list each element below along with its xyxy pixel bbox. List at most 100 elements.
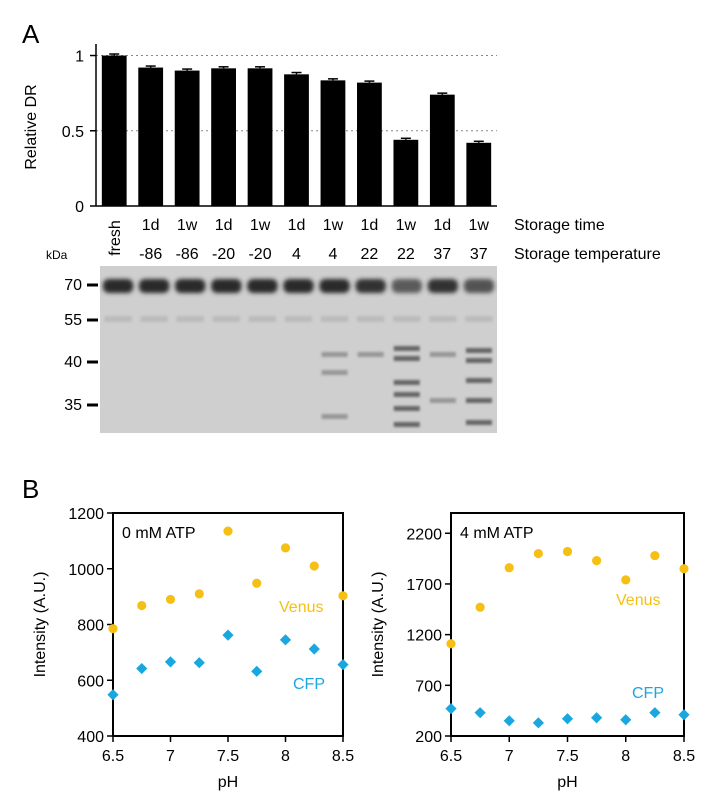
y-axis-title: Intensity (A.U.) bbox=[370, 572, 387, 678]
gel-band-main bbox=[463, 279, 495, 293]
atp-annotation: 0 mM ATP bbox=[122, 525, 196, 542]
gel-band-degradation bbox=[357, 352, 384, 357]
series-label-venus: Venus bbox=[616, 592, 660, 609]
marker-label: 70 bbox=[64, 277, 82, 294]
gel-band-faint bbox=[320, 316, 349, 322]
x-axis-title: pH bbox=[218, 774, 238, 791]
gel-band-degradation bbox=[393, 392, 420, 397]
plot-frame bbox=[112, 512, 344, 737]
point-cfp bbox=[591, 712, 603, 724]
kda-label: kDa bbox=[46, 248, 68, 262]
panel-a-label: A bbox=[22, 19, 40, 49]
bar bbox=[174, 70, 200, 206]
storage-time-label: 1d bbox=[288, 217, 306, 234]
gel-image: 70 55 40 35 kDa bbox=[46, 248, 497, 433]
bar bbox=[320, 80, 346, 206]
point-cfp bbox=[251, 665, 263, 677]
storage-time-label: 1d bbox=[142, 217, 160, 234]
point-venus bbox=[108, 624, 118, 634]
x-axis-title: pH bbox=[557, 774, 577, 791]
gel-band-degradation bbox=[465, 358, 492, 363]
x-tick-label: 8 bbox=[281, 748, 290, 765]
x-tick-label: 6.5 bbox=[440, 748, 462, 765]
x-tick-label: 8.5 bbox=[673, 748, 695, 765]
point-venus bbox=[504, 563, 514, 573]
gel-band-degradation bbox=[321, 352, 348, 357]
point-venus bbox=[194, 589, 204, 599]
gel-band-faint bbox=[465, 316, 493, 322]
gel-band-degradation bbox=[429, 352, 456, 357]
row-label-storage-time: Storage time bbox=[514, 217, 605, 234]
gel-band-faint bbox=[248, 316, 277, 322]
bar bbox=[466, 142, 492, 206]
gel-band-faint bbox=[212, 316, 241, 322]
storage-temperature-label: 37 bbox=[433, 246, 451, 263]
gel-band-main bbox=[319, 279, 350, 293]
gel-band-degradation bbox=[321, 370, 348, 375]
gel-band-faint bbox=[356, 316, 385, 322]
storage-temperature-label: 22 bbox=[397, 246, 415, 263]
y-tick-label: 1200 bbox=[406, 628, 442, 645]
gel-band-faint bbox=[429, 316, 457, 322]
y-tick-label: 400 bbox=[77, 729, 104, 746]
bar bbox=[211, 68, 236, 206]
point-venus bbox=[137, 600, 147, 611]
storage-temperature-label: 37 bbox=[470, 246, 488, 263]
point-cfp bbox=[279, 634, 292, 646]
storage-time-label: 1d bbox=[433, 217, 451, 234]
point-cfp bbox=[474, 707, 486, 719]
gel-band-main bbox=[175, 279, 206, 293]
gel-band-main bbox=[102, 279, 134, 293]
panel-b-label: B bbox=[22, 474, 39, 504]
point-venus bbox=[280, 543, 291, 553]
y-tick-label: 0.5 bbox=[62, 124, 84, 141]
point-venus bbox=[562, 546, 573, 557]
y-tick-label: 200 bbox=[415, 729, 442, 746]
marker-label: 55 bbox=[64, 312, 82, 329]
y-tick-label: 700 bbox=[415, 678, 442, 695]
gel-band-degradation bbox=[393, 422, 420, 427]
gel-band-degradation bbox=[465, 398, 492, 403]
y-tick-label: 1700 bbox=[406, 577, 442, 594]
storage-temperature-label: -20 bbox=[212, 246, 235, 263]
y-axis-title: Relative DR bbox=[23, 84, 40, 169]
gel-band-faint bbox=[104, 316, 132, 322]
gel-band-main bbox=[355, 279, 386, 293]
storage-time-label: 1w bbox=[323, 217, 344, 234]
point-cfp bbox=[445, 703, 457, 715]
bar bbox=[284, 74, 309, 206]
gel-band-faint bbox=[176, 316, 204, 322]
storage-temperature-label: 4 bbox=[292, 246, 301, 263]
series-label-venus: Venus bbox=[279, 599, 323, 616]
storage-temperature-label: -86 bbox=[139, 246, 162, 263]
gel-band-degradation bbox=[393, 346, 420, 351]
row-label-storage-temperature: Storage temperature bbox=[514, 246, 661, 263]
x-tick-label: 7.5 bbox=[217, 748, 239, 765]
gel-band-main bbox=[427, 279, 459, 293]
x-tick-label: 8 bbox=[621, 748, 630, 765]
storage-time-label: 1d bbox=[215, 217, 233, 234]
point-cfp bbox=[532, 717, 544, 729]
point-venus bbox=[592, 556, 602, 566]
gel-band-main bbox=[211, 279, 242, 293]
bar bbox=[101, 55, 127, 207]
gel-band-degradation bbox=[429, 398, 456, 403]
bar bbox=[393, 139, 419, 206]
point-venus bbox=[679, 564, 689, 574]
y-tick-label: 1200 bbox=[68, 506, 104, 523]
bar bbox=[429, 94, 455, 206]
series-label-cfp: CFP bbox=[293, 676, 325, 693]
gel-band-degradation bbox=[465, 378, 492, 383]
storage-temperature-label: 22 bbox=[361, 246, 379, 263]
x-tick-label: 7.5 bbox=[556, 748, 578, 765]
gel-band-main bbox=[391, 279, 422, 293]
y-axis-title: Intensity (A.U.) bbox=[32, 572, 49, 678]
storage-time-label: 1w bbox=[396, 217, 417, 234]
storage-temperature-label: 4 bbox=[329, 246, 338, 263]
point-venus bbox=[165, 594, 176, 605]
x-tick-label: 8.5 bbox=[332, 748, 354, 765]
marker-label: 35 bbox=[64, 397, 82, 414]
storage-time-label: 1w bbox=[469, 217, 490, 234]
point-venus bbox=[252, 578, 262, 588]
